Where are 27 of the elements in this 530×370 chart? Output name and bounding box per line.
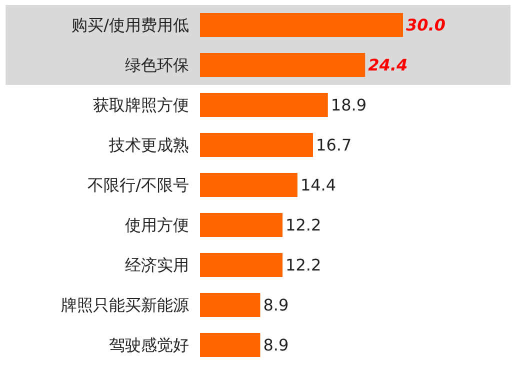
y-tick-label: 经济实用 <box>125 256 189 275</box>
bar <box>200 173 298 197</box>
bar <box>200 213 283 237</box>
y-tick-label: 技术更成熟 <box>108 136 189 155</box>
data-label: 16.7 <box>316 136 352 154</box>
bar <box>200 293 260 317</box>
y-tick-label: 绿色环保 <box>125 56 189 75</box>
bar <box>200 253 283 277</box>
y-tick-label: 购买/使用费用低 <box>72 16 189 35</box>
bar <box>200 93 328 117</box>
y-tick-label: 不限行/不限号 <box>88 176 189 195</box>
data-label: 24.4 <box>368 56 408 74</box>
bar <box>200 13 404 37</box>
data-label: 8.9 <box>263 296 289 314</box>
data-label: 14.4 <box>300 176 336 194</box>
bar <box>200 53 366 77</box>
y-tick-label: 牌照只能买新能源 <box>61 296 189 315</box>
y-tick-label: 使用方便 <box>125 216 189 235</box>
data-label: 12.2 <box>286 256 322 274</box>
bar <box>200 333 260 357</box>
data-label: 30.0 <box>406 16 446 34</box>
data-label: 12.2 <box>286 216 322 234</box>
data-label: 18.9 <box>330 96 367 114</box>
bar <box>200 133 314 157</box>
y-tick-label: 驾驶感觉好 <box>109 336 189 355</box>
y-tick-label: 获取牌照方便 <box>93 96 189 115</box>
data-label: 8.9 <box>263 336 289 354</box>
